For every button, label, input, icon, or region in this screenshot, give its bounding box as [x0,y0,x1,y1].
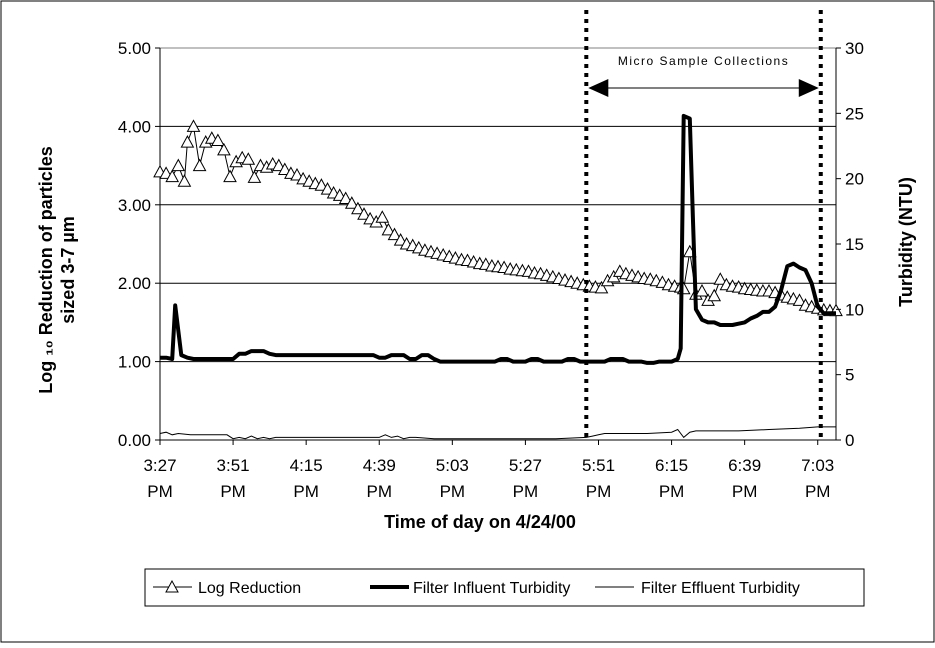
right-tick-label: 25 [845,104,864,123]
left-tick-label: 4.00 [118,117,151,136]
x-tick-label-suffix: PM [513,482,539,501]
log-reduction-point [177,174,192,187]
left-axis-title-line1: Log ₁₀ Reduction of particles [36,146,56,394]
log-reduction-point [171,158,186,172]
right-tick-label: 15 [845,235,864,254]
log-reduction-point [241,152,256,165]
series-line-influent [160,113,836,365]
x-tick-label-suffix: PM [147,482,173,501]
x-axis-ticks: 3:27 PM 3:51 PM 4:15 PM 4:39 PM 5:03 PM 5:27 PM 5:51… [143,440,834,501]
right-axis-title: Turbidity (NTU) [896,177,916,307]
series-layer [153,113,843,440]
log-reduction-point [186,119,201,132]
log-reduction-point [180,135,195,148]
right-tick-label: 10 [845,300,864,319]
log-reduction-point [344,196,359,209]
log-reduction-point [713,272,728,285]
log-reduction-point [792,293,807,306]
log-reduction-point [695,283,709,297]
log-reduction-point [217,142,231,156]
right-tick-label: 20 [845,170,864,189]
x-tick-label-suffix: PM [586,482,612,501]
x-tick-label-time: 5:03 [436,456,469,475]
left-axis-ticks: 0.00 1.00 2.00 3.00 4.00 5.00 [118,39,160,450]
x-tick-label-time: 4:15 [290,456,323,475]
log-reduction-point [375,210,390,223]
x-tick-label-suffix: PM [732,482,758,501]
legend-label-effluent: Filter Effluent Turbidity [641,580,800,597]
log-reduction-point [320,182,335,195]
log-reduction-point [211,133,225,146]
left-axis-title-line2: sized 3-7 µm [58,216,78,323]
legend-label-influent: Filter Influent Turbidity [413,580,570,597]
left-tick-label: 5.00 [118,39,151,58]
x-tick-label-time: 6:15 [655,456,688,475]
log-reduction-point [247,170,262,183]
x-tick-label-time: 5:51 [582,456,615,475]
log-reduction-point [223,169,237,183]
log-reduction-point [277,162,292,175]
log-reduction-point [351,201,365,215]
x-tick-label-suffix: PM [440,482,466,501]
x-tick-label-suffix: PM [659,482,685,501]
log-reduction-point [271,158,286,172]
log-reduction-point [357,207,371,220]
log-reduction-point [387,227,402,241]
x-tick-label-suffix: PM [805,482,831,501]
legend-label-log-reduction: Log Reduction [198,580,301,597]
legend: Log Reduction Filter Influent Turbidity … [144,568,865,607]
x-tick-label-suffix: PM [366,482,392,501]
annotation-label: Micro Sample Collections [618,54,789,68]
log-reduction-point [707,288,722,302]
log-reduction-point [381,222,396,236]
left-tick-label: 0.00 [118,431,151,450]
left-tick-label: 1.00 [118,353,151,372]
series-line-effluent [159,426,836,440]
right-axis-ticks: 0 5 10 15 20 25 30 [836,39,864,450]
log-reduction-point [165,169,180,183]
arrow-left-icon [588,79,609,97]
x-tick-label-time: 4:39 [363,456,396,475]
x-tick-label-time: 7:03 [801,456,834,475]
log-reduction-point [594,280,609,294]
x-axis-title: Time of day on 4/24/00 [384,512,576,532]
x-tick-label-time: 3:51 [217,456,250,475]
arrow-right-icon [798,79,819,97]
x-tick-label-time: 5:27 [509,456,542,475]
right-tick-label: 5 [845,366,854,385]
left-tick-label: 2.00 [118,274,151,293]
triangle-marker-icon [165,579,179,593]
log-reduction-point [192,158,207,172]
log-reduction-point [290,167,304,181]
x-tick-label-time: 3:27 [143,456,176,475]
x-tick-label-suffix: PM [220,482,246,501]
left-axis-title: Log ₁₀ Reduction of particles sized 3-7 … [36,146,78,394]
log-reduction-point [393,233,408,246]
x-tick-label-suffix: PM [293,482,319,501]
right-tick-label: 0 [845,431,854,450]
legend-box [144,568,865,607]
log-reduction-point [314,178,329,191]
right-tick-label: 30 [845,39,864,58]
log-reduction-point [338,191,353,204]
x-tick-label-time: 6:39 [728,456,761,475]
annotation: Micro Sample Collections [584,10,823,440]
svg-text:Turbidity (NTU): Turbidity (NTU) [896,177,916,307]
left-tick-label: 3.00 [118,196,151,215]
